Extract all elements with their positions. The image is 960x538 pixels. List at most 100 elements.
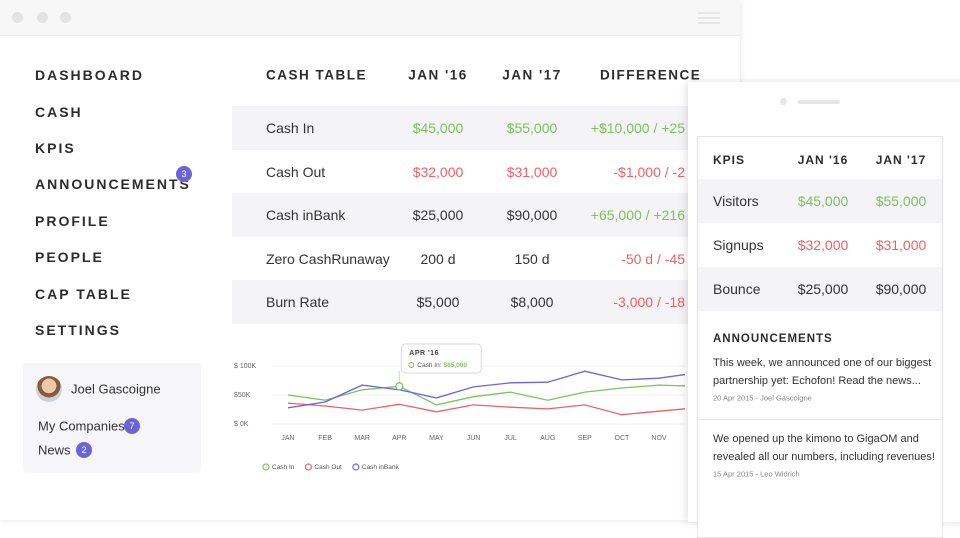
x-tick-label: OCT — [615, 435, 631, 442]
table-cell: $90,000 — [506, 207, 558, 224]
x-tick-label: APR — [392, 435, 406, 442]
row-label: Signups — [713, 237, 764, 253]
row-label: Cash In — [266, 120, 315, 136]
table-header: DIFFERENCE — [600, 67, 702, 83]
series-line — [287, 384, 685, 406]
profile-link[interactable]: News — [38, 442, 71, 458]
nav-item[interactable]: PEOPLE — [35, 249, 104, 265]
table-cell: 150 d — [514, 250, 550, 267]
x-tick-label: MAR — [354, 435, 370, 442]
menu-icon[interactable] — [698, 12, 720, 24]
y-tick-label: $ 100K — [234, 363, 257, 370]
table-cell: $32,000 — [797, 237, 849, 253]
table-header: JAN '16 — [797, 153, 849, 167]
table-header: KPIS — [713, 153, 746, 167]
table-cell: $55,000 — [875, 193, 927, 209]
table-cell: +$10,000 / +25 — [590, 120, 685, 136]
profile-name[interactable]: Joel Gascoigne — [71, 381, 161, 397]
badge: 2 — [76, 442, 92, 458]
announcement-text[interactable]: revealed all our numbers, including reve… — [713, 451, 935, 463]
row-label: Burn Rate — [266, 294, 330, 311]
table-header: CASH TABLE — [266, 67, 367, 83]
x-tick-label: JAN — [281, 435, 294, 442]
nav-item[interactable]: CASH — [35, 104, 83, 120]
table-cell: $8,000 — [510, 294, 554, 311]
row-label: Zero CashRunaway — [266, 250, 390, 267]
table-row-bg — [232, 106, 732, 150]
x-tick-label: SEP — [578, 435, 592, 442]
row-label: Cash inBank — [266, 207, 346, 224]
nav-item[interactable]: CAP TABLE — [35, 286, 132, 302]
table-cell: $32,000 — [412, 163, 464, 180]
series-line — [287, 370, 685, 409]
chart-container: $ 0K $50K $ 100K JAN FEB MAR APR MAY JUN JUL AUG SE… — [232, 335, 692, 485]
announcement-meta: 20 Apr 2015 - Joel Gascoigne — [713, 393, 812, 403]
announcement-text[interactable]: This week, we announced one of our bigge… — [713, 357, 932, 369]
camera-dot — [780, 98, 787, 105]
table-cell: $31,000 — [506, 163, 558, 180]
page: $ 0K $50K $ 100K JAN FEB MAR APR MAY JUN JUL AUG SE… — [12, 12, 943, 538]
nav-item[interactable]: DASHBOARD — [35, 67, 144, 83]
x-tick-label: JUN — [467, 435, 481, 442]
table-cell: $31,000 — [875, 237, 927, 253]
nav-item[interactable]: KPIS — [35, 140, 76, 156]
legend-marker — [304, 463, 313, 471]
table-cell: $25,000 — [797, 281, 849, 297]
window-dot — [37, 12, 48, 23]
chart: $ 0K $50K $ 100K JAN FEB MAR APR MAY JUN JUL AUG SE… — [234, 343, 685, 471]
table-header: JAN '17 — [502, 67, 562, 83]
tooltip-series: Cash In: — [417, 362, 441, 369]
row-label: Bounce — [713, 281, 761, 297]
mobile-window: KPIS JAN '16 JAN '17 Visitors $45,000 $55,000… — [688, 82, 960, 538]
legend-marker — [352, 463, 360, 471]
tooltip-text: Cash In: $65,000 — [417, 362, 467, 369]
nav-item[interactable]: ANNOUNCEMENTS — [35, 176, 191, 192]
section-title: ANNOUNCEMENTS — [713, 333, 833, 345]
row-label: Cash Out — [266, 163, 326, 180]
desktop-window: $ 0K $50K $ 100K JAN FEB MAR APR MAY JUN JUL AUG SE… — [0, 0, 740, 485]
legend-label: Cash In — [272, 464, 295, 471]
tooltip-value: $65,000 — [444, 362, 468, 369]
profile-link[interactable]: My Companies — [38, 418, 125, 434]
table-cell: $45,000 — [797, 193, 849, 209]
tooltip-marker — [408, 362, 415, 368]
series-line — [287, 402, 685, 416]
table-cell: -$1,000 / -2 — [613, 163, 685, 180]
table-cell: $25,000 — [412, 207, 464, 224]
speaker — [798, 100, 840, 104]
announcement-text[interactable]: partnership yet: Echofon! Read the news.… — [713, 375, 921, 387]
mobile-card: KPIS JAN '16 JAN '17 Visitors $45,000 $55,000… — [697, 136, 943, 538]
table-cell: $90,000 — [875, 281, 927, 297]
x-tick-label: NOV — [651, 435, 667, 442]
divider — [698, 419, 942, 420]
y-tick-label: $50K — [234, 392, 251, 399]
tooltip-title: APR '16 — [409, 350, 439, 357]
table-cell: +65,000 / +216 — [590, 207, 685, 224]
avatar — [36, 376, 62, 402]
table-row-bg — [232, 193, 732, 238]
x-tick-label: FEB — [318, 435, 332, 442]
window-dot — [60, 12, 71, 23]
window-bar — [0, 0, 740, 36]
table-header: JAN '17 — [875, 153, 927, 167]
table-cell: -3,000 / -18 — [613, 294, 685, 311]
nav-item[interactable]: SETTINGS — [35, 322, 122, 338]
announcement-text[interactable]: We opened up the kimono to GigaOM and — [713, 433, 919, 445]
legend-label: Cash Out — [314, 464, 342, 471]
table-cell: -50 d / -45 — [621, 250, 685, 267]
table-header: JAN '16 — [408, 67, 468, 83]
window-dot — [12, 12, 23, 23]
table-cell: $55,000 — [506, 120, 558, 136]
tooltip-box — [400, 343, 482, 374]
highlight-point — [395, 382, 404, 391]
table-cell: $45,000 — [412, 120, 464, 136]
x-tick-label: JUL — [504, 435, 517, 442]
row-label: Visitors — [713, 193, 759, 209]
nav-item[interactable]: PROFILE — [35, 213, 110, 229]
announcement-meta: 15 Apr 2015 - Leo Widrich — [713, 469, 800, 479]
table-row-bg — [698, 267, 942, 311]
x-tick-label: MAY — [429, 435, 444, 442]
badge: 3 — [176, 166, 192, 182]
x-tick-label: AUG — [540, 435, 555, 442]
legend-label: Cash inBank — [362, 464, 400, 471]
